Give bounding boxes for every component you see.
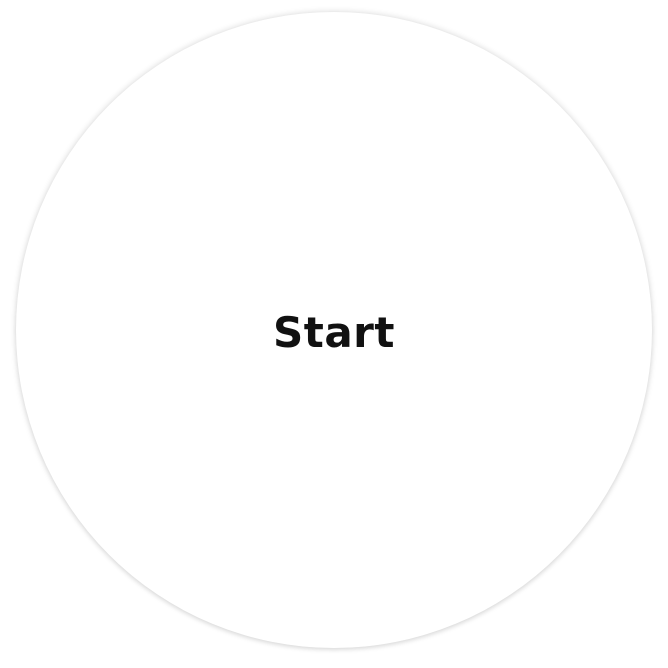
start-button[interactable]: Start <box>16 12 652 648</box>
start-button-label: Start <box>273 307 395 357</box>
